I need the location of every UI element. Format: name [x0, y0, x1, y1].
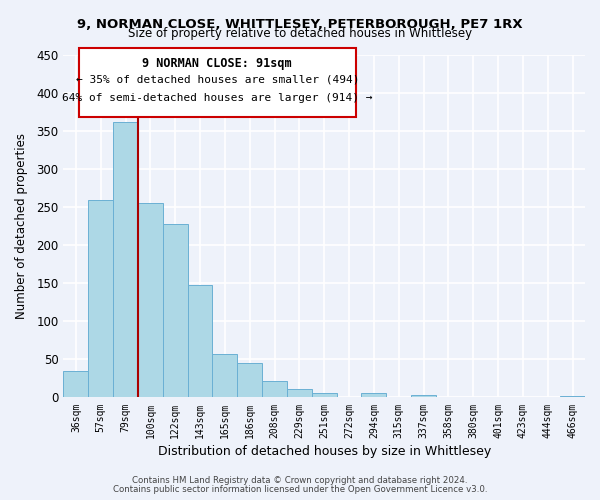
Bar: [361, 393, 386, 398]
Bar: [138, 202, 163, 398]
Text: 64% of semi-detached houses are larger (914) →: 64% of semi-detached houses are larger (…: [62, 93, 373, 103]
Bar: [411, 395, 436, 398]
Bar: [212, 354, 237, 398]
Text: Contains public sector information licensed under the Open Government Licence v3: Contains public sector information licen…: [113, 484, 487, 494]
Bar: [113, 122, 138, 398]
Text: ← 35% of detached houses are smaller (494): ← 35% of detached houses are smaller (49…: [76, 74, 359, 84]
FancyBboxPatch shape: [79, 48, 356, 117]
Text: 9, NORMAN CLOSE, WHITTLESEY, PETERBOROUGH, PE7 1RX: 9, NORMAN CLOSE, WHITTLESEY, PETERBOROUG…: [77, 18, 523, 30]
Bar: [560, 396, 585, 398]
Bar: [163, 224, 188, 398]
Y-axis label: Number of detached properties: Number of detached properties: [15, 134, 28, 320]
Text: 9 NORMAN CLOSE: 91sqm: 9 NORMAN CLOSE: 91sqm: [142, 57, 292, 70]
Bar: [312, 393, 337, 398]
Bar: [88, 200, 113, 398]
Bar: [64, 371, 88, 398]
Bar: [287, 389, 312, 398]
Bar: [262, 382, 287, 398]
Text: Contains HM Land Registry data © Crown copyright and database right 2024.: Contains HM Land Registry data © Crown c…: [132, 476, 468, 485]
Bar: [237, 363, 262, 398]
X-axis label: Distribution of detached houses by size in Whittlesey: Distribution of detached houses by size …: [158, 444, 491, 458]
Bar: [188, 285, 212, 398]
Text: Size of property relative to detached houses in Whittlesey: Size of property relative to detached ho…: [128, 28, 472, 40]
